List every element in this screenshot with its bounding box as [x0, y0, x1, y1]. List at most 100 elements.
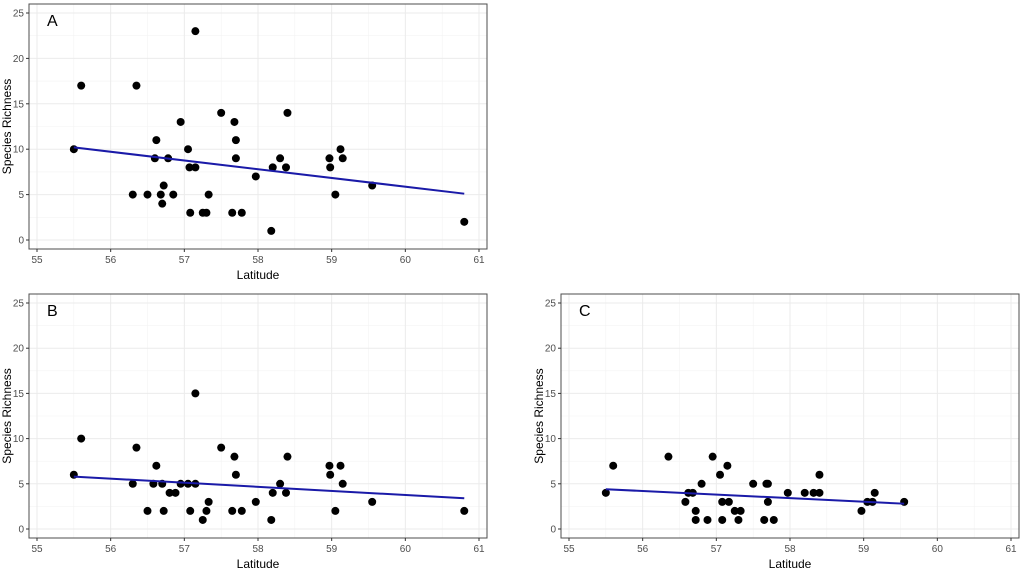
y-tick-label: 10 — [13, 434, 25, 445]
data-point — [326, 470, 335, 479]
data-point — [237, 506, 246, 515]
panel-a: 55 56 57 58 59 60 61 0 5 10 15 20 25 Latitude Species … — [0, 3, 488, 282]
x-tick-label: 55 — [31, 544, 43, 555]
x-tick-label: 61 — [473, 255, 485, 266]
x-axis-title: Latitude — [237, 557, 280, 571]
data-point — [697, 479, 706, 488]
y-tick-label: 10 — [13, 145, 25, 156]
y-tick-label: 25 — [13, 9, 25, 20]
data-point — [230, 452, 239, 461]
y-axis-title: Species Richness — [532, 368, 546, 463]
x-tick-label: 60 — [400, 544, 412, 555]
data-point — [718, 515, 727, 524]
data-point — [156, 190, 165, 199]
fit-line — [605, 488, 905, 505]
x-tick-label: 59 — [326, 544, 338, 555]
data-point — [760, 515, 769, 524]
data-point — [283, 108, 292, 117]
data-point — [331, 190, 340, 199]
data-point — [800, 488, 809, 497]
x-tick-label: 56 — [637, 544, 649, 555]
panel-tag: C — [579, 303, 591, 320]
x-tick-label: 60 — [400, 255, 412, 266]
data-point — [718, 497, 727, 506]
data-point — [251, 172, 260, 181]
x-tick-label: 58 — [252, 255, 264, 266]
y-tick-label: 0 — [550, 525, 556, 536]
data-point — [769, 515, 778, 524]
data-point — [460, 217, 469, 226]
data-point — [202, 208, 211, 217]
data-point — [77, 434, 86, 443]
data-point — [186, 208, 195, 217]
data-point — [158, 199, 167, 208]
y-tick-label: 0 — [18, 525, 24, 536]
data-point — [165, 488, 174, 497]
data-point — [730, 506, 739, 515]
data-point — [191, 389, 200, 398]
data-point — [132, 81, 141, 90]
x-tick-label: 61 — [1005, 544, 1017, 555]
data-point — [283, 452, 292, 461]
data-point — [228, 208, 237, 217]
data-point — [664, 452, 673, 461]
data-point — [159, 181, 168, 190]
data-point — [336, 461, 345, 470]
x-tick-label: 58 — [252, 544, 264, 555]
data-point — [281, 163, 290, 172]
data-point — [185, 163, 194, 172]
data-point — [326, 163, 335, 172]
data-point — [691, 515, 700, 524]
data-point — [231, 470, 240, 479]
data-point — [716, 470, 725, 479]
data-point — [176, 117, 185, 126]
data-point — [202, 506, 211, 515]
data-point — [159, 506, 168, 515]
panel-tag: A — [47, 13, 58, 30]
data-point — [276, 479, 285, 488]
data-point — [152, 461, 161, 470]
y-tick-label: 0 — [18, 236, 24, 247]
data-point — [169, 190, 178, 199]
data-point — [763, 497, 772, 506]
data-point — [217, 108, 226, 117]
data-point — [268, 163, 277, 172]
y-tick-label: 20 — [13, 344, 25, 355]
data-point — [723, 461, 732, 470]
panel-tag: B — [47, 303, 58, 320]
y-tick-label: 5 — [550, 479, 556, 490]
fit-line — [73, 475, 465, 500]
data-point — [128, 190, 137, 199]
y-tick-label: 20 — [13, 54, 25, 65]
data-point — [708, 452, 717, 461]
data-point — [237, 208, 246, 217]
data-point — [143, 506, 152, 515]
data-point — [809, 488, 818, 497]
y-tick-label: 25 — [13, 299, 25, 310]
data-point — [281, 488, 290, 497]
x-tick-label: 57 — [179, 544, 191, 555]
x-tick-label: 55 — [31, 255, 43, 266]
data-point — [736, 506, 745, 515]
x-tick-label: 60 — [932, 544, 944, 555]
data-point — [749, 479, 758, 488]
data-point — [152, 136, 161, 145]
data-point — [191, 27, 200, 36]
data-point — [763, 479, 772, 488]
data-point — [460, 506, 469, 515]
data-point — [231, 154, 240, 163]
data-point — [77, 81, 86, 90]
x-tick-label: 59 — [858, 544, 870, 555]
y-tick-label: 15 — [13, 389, 25, 400]
x-tick-label: 59 — [326, 255, 338, 266]
data-point — [601, 488, 610, 497]
x-axis-title: Latitude — [769, 557, 812, 571]
data-point — [338, 154, 347, 163]
data-point — [132, 443, 141, 452]
data-point — [336, 145, 345, 154]
data-point — [870, 488, 879, 497]
data-point — [176, 479, 185, 488]
data-point — [703, 515, 712, 524]
data-point — [198, 515, 207, 524]
data-point — [691, 506, 700, 515]
